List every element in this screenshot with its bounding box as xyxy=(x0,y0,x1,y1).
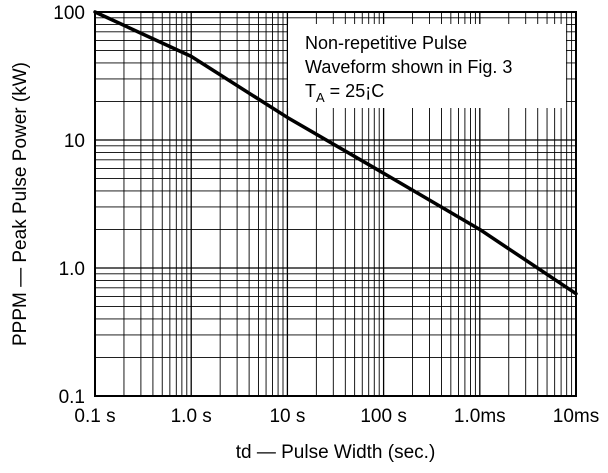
x-tick-label: 0.1 s xyxy=(74,406,115,427)
x-tick-label: 1.0 s xyxy=(171,406,212,427)
series-line-0 xyxy=(93,10,578,296)
x-tick-label: 10ms xyxy=(553,406,599,427)
annotation-line-1: Non-repetitive Pulse xyxy=(305,33,467,53)
annotation-box: Non-repetitive Pulse Waveform shown in F… xyxy=(288,24,566,108)
annotation-temp-value: = 25¡C xyxy=(325,81,385,101)
x-tick-label: 10 s xyxy=(269,406,305,427)
x-tick-label: 100 s xyxy=(360,406,406,427)
y-tick-label: 1.0 xyxy=(59,259,85,280)
series-layer xyxy=(93,10,578,296)
y-tick-label: 0.1 xyxy=(59,387,85,408)
grid-lines xyxy=(94,12,576,397)
annotation-temperature: TA = 25¡C xyxy=(305,81,384,105)
plot-frame xyxy=(94,11,577,397)
y-tick-labels: 0.1 1.0 10 100 xyxy=(53,3,85,408)
y-tick-label: 10 xyxy=(64,131,85,152)
x-tick-label: 1.0ms xyxy=(454,406,506,427)
x-tick-labels: 0.1 s 1.0 s 10 s 100 s 1.0ms 10ms xyxy=(74,406,599,427)
annotation-temp-subscript: A xyxy=(316,90,325,105)
annotation-line-2: Waveform shown in Fig. 3 xyxy=(305,57,512,77)
annotation-temp-prefix: T xyxy=(305,81,316,101)
x-axis-title: td — Pulse Width (sec.) xyxy=(236,442,436,463)
y-axis-title: PPPM — Peak Pulse Power (kW) xyxy=(10,62,31,346)
annotation-background xyxy=(288,24,566,108)
y-tick-label: 100 xyxy=(53,3,85,24)
